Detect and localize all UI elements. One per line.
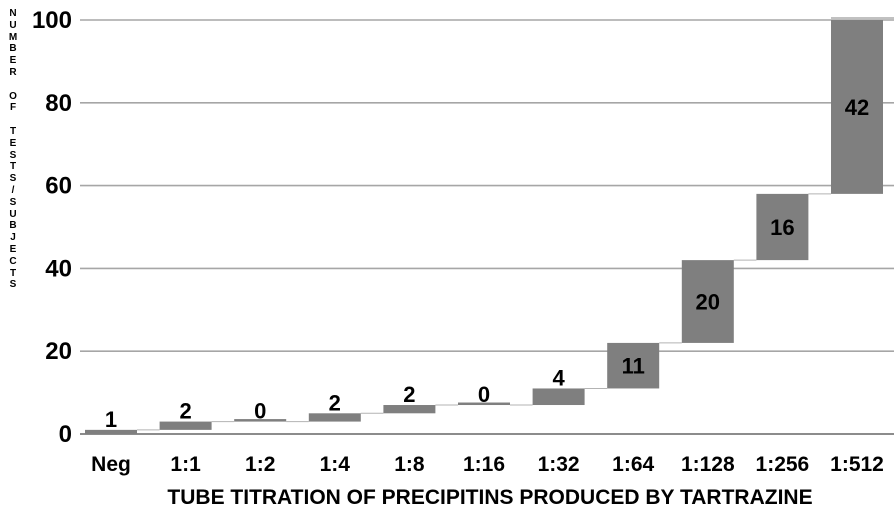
y-axis-title-letter: S	[9, 173, 17, 185]
bar-1:8	[383, 405, 436, 414]
bar-1:32	[532, 388, 585, 406]
y-axis-title-letter: U	[9, 19, 17, 31]
y-axis-title-letter	[6, 114, 20, 126]
x-tick-label-1:2: 1:2	[245, 453, 275, 476]
bar-value-label-1:4: 2	[329, 390, 341, 415]
x-tick-labels: Neg 1:1 1:2 1:4 1:8 1:16 1:32 1:64 1:128 1:256 1:5…	[91, 453, 884, 476]
bar-1:128	[681, 260, 734, 343]
bar-1:512	[831, 20, 883, 194]
y-axis-title-letter: T	[9, 161, 17, 173]
bar-value-label-1:32: 4	[552, 365, 565, 390]
y-axis-title-letter: S	[9, 149, 17, 161]
y-axis-title-letter: C	[9, 255, 17, 267]
y-axis-title-letter: S	[9, 196, 17, 208]
y-axis-title-letter: B	[9, 220, 17, 232]
x-tick-label-1:512: 1:512	[830, 453, 884, 476]
bar-value-label-1:512: 42	[845, 95, 869, 120]
bar-value-label-1:16: 0	[478, 382, 490, 407]
y-tick-label-80: 80	[45, 90, 72, 117]
y-axis-title-letter: E	[9, 243, 17, 255]
y-tick-label-100: 100	[32, 7, 72, 34]
x-tick-label-1:64: 1:64	[612, 453, 654, 476]
bar-1:4	[308, 413, 361, 422]
y-tick-label-20: 20	[45, 338, 72, 365]
y-axis-title-letter: O	[9, 90, 17, 102]
connector-lines	[137, 17, 894, 431]
bar-value-label-1:2: 0	[254, 399, 266, 424]
bar-value-label-1:1: 2	[179, 399, 191, 424]
bar-1:16	[458, 402, 510, 406]
y-axis-title-letter: T	[9, 267, 17, 279]
x-tick-label-1:128: 1:128	[681, 453, 735, 476]
bar-value-label-1:128: 20	[696, 290, 720, 315]
y-axis-title-letter: S	[9, 279, 17, 291]
y-axis-title-letter: J	[10, 232, 16, 244]
x-axis-title: TUBE TITRATION OF PRECIPITINS PRODUCED B…	[167, 486, 812, 509]
y-axis-title-letter: E	[9, 137, 17, 149]
x-tick-label-1:1: 1:1	[170, 453, 201, 476]
y-tick-labels: 0 20 40 60 80 100	[32, 7, 72, 448]
bar-1:256	[756, 193, 809, 261]
y-axis-title-letter: T	[9, 125, 17, 137]
x-tick-label-1:4: 1:4	[320, 453, 351, 476]
y-axis-title-letter: B	[9, 43, 17, 55]
bar-value-label-Neg: 1	[105, 407, 117, 432]
bars	[85, 20, 883, 434]
gridlines	[80, 19, 894, 435]
y-axis-title-letter: M	[8, 31, 18, 43]
y-tick-label-60: 60	[45, 173, 72, 200]
x-tick-label-1:16: 1:16	[463, 453, 505, 476]
y-axis-title-letter	[6, 79, 20, 91]
bar-1:64	[607, 342, 660, 389]
y-axis-title-letter: R	[9, 66, 17, 78]
y-axis-title-letter: U	[9, 208, 17, 220]
y-axis-title-letter: N	[9, 8, 17, 19]
bar-1:2	[234, 419, 287, 422]
y-axis-title-letter: E	[9, 55, 17, 67]
bar-1:1	[159, 421, 212, 430]
bar-value-label-1:8: 2	[403, 382, 415, 407]
y-tick-label-40: 40	[45, 255, 72, 282]
bar-value-label-1:64: 11	[622, 354, 645, 379]
y-tick-label-0: 0	[59, 421, 72, 448]
x-tick-label-1:256: 1:256	[756, 453, 810, 476]
x-tick-label-1:32: 1:32	[538, 453, 580, 476]
x-tick-label-Neg: Neg	[91, 453, 131, 476]
y-axis-title-letter: /	[11, 184, 15, 196]
bar-Neg	[85, 429, 137, 434]
bar-value-label-1:256: 16	[770, 215, 794, 240]
x-tick-label-1:8: 1:8	[394, 453, 425, 476]
y-axis-title-letter: F	[9, 102, 17, 114]
